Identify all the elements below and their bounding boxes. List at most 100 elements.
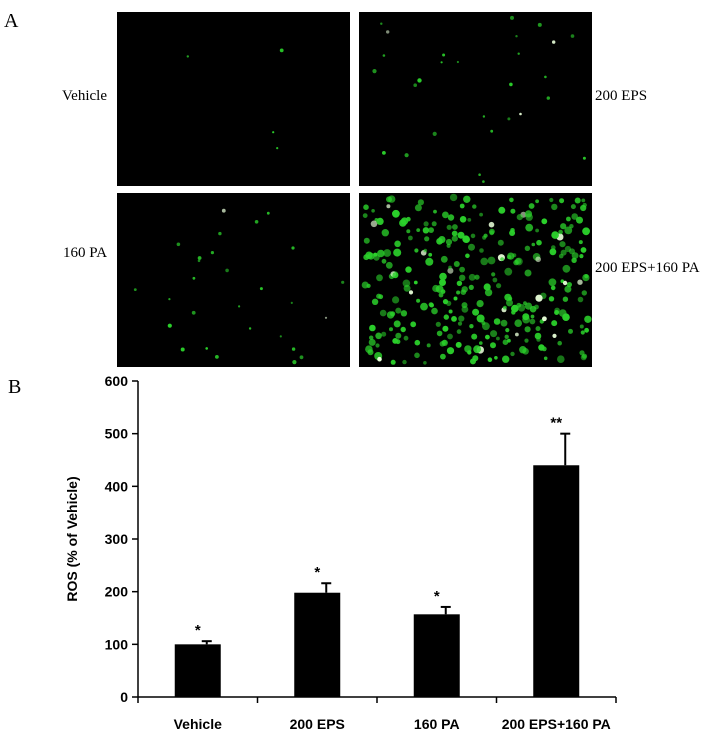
cell-dot: [393, 248, 402, 257]
cell-dot: [489, 228, 495, 235]
cell-dot: [519, 112, 522, 116]
y-tick-label: 500: [105, 426, 129, 442]
cell-dot: [472, 204, 477, 209]
cell-dot: [488, 221, 495, 228]
cell-dot: [416, 298, 421, 303]
cell-dot: [167, 323, 172, 328]
cell-dot: [413, 83, 417, 87]
cell-dot: [511, 304, 519, 313]
bar-1: [294, 592, 341, 697]
cell-dot: [551, 231, 559, 239]
micrograph-160-pa: [117, 193, 350, 367]
cell-dot: [509, 82, 513, 87]
cell-dot: [392, 296, 400, 304]
cell-dot: [507, 252, 515, 260]
y-tick-label: 100: [105, 636, 129, 652]
cell-dot: [580, 247, 587, 253]
cell-dot: [133, 288, 137, 291]
cell-dot: [448, 309, 453, 314]
cell-dot: [436, 330, 443, 337]
cell-dot: [522, 313, 530, 321]
cell-dot: [435, 321, 441, 327]
cell-dot: [461, 302, 468, 309]
cell-dot: [584, 274, 589, 279]
cell-dot: [562, 296, 569, 302]
cell-dot: [580, 204, 587, 212]
cell-dot: [503, 305, 507, 310]
cell-dot: [197, 259, 201, 263]
cell-dot: [449, 193, 458, 202]
cell-dot: [467, 218, 472, 222]
cell-dot: [476, 314, 485, 323]
cell-dot: [447, 267, 454, 274]
cell-dot: [582, 227, 590, 236]
cell-dot: [341, 280, 345, 284]
cell-dot: [429, 302, 434, 308]
cell-dot: [417, 199, 424, 206]
cell-dot: [459, 216, 467, 223]
y-axis-label: ROS (% of Vehicle): [64, 476, 80, 601]
x-tick-label-3: 200 EPS+160 PA: [502, 716, 611, 732]
cell-dot: [446, 347, 455, 355]
cell-dot: [458, 315, 465, 322]
micrograph-200-eps-160-pa: [359, 193, 592, 367]
cell-dot: [362, 213, 368, 218]
cell-dot: [423, 248, 428, 253]
bar-2: [413, 614, 460, 697]
cell-dot: [571, 257, 577, 263]
cell-dot: [431, 307, 438, 315]
cell-dot: [375, 332, 382, 340]
cell-dot: [549, 248, 557, 256]
cell-dot: [428, 252, 433, 257]
cell-dot: [292, 360, 297, 365]
cell-dot: [457, 321, 463, 326]
cell-dot: [535, 199, 539, 204]
cell-dot: [524, 326, 531, 333]
cell-dot: [448, 265, 452, 270]
cell-dot: [447, 333, 453, 340]
cell-dot: [504, 267, 513, 276]
cell-dot: [584, 315, 592, 323]
cell-dot: [468, 284, 474, 290]
cell-dot: [225, 268, 229, 273]
cell-dot: [535, 228, 539, 233]
cell-dot: [469, 324, 474, 329]
cell-dot: [451, 235, 458, 242]
cell-dot: [414, 339, 421, 346]
cell-dot: [180, 347, 185, 352]
cell-dot: [558, 229, 563, 235]
cell-dot: [524, 338, 529, 343]
cell-dot: [367, 349, 374, 356]
cell-dot: [254, 220, 259, 224]
cell-dot: [510, 208, 516, 214]
cell-dot: [259, 287, 263, 291]
cell-dot: [576, 216, 583, 224]
cell-dot: [369, 335, 374, 340]
cell-dot: [386, 30, 390, 34]
cell-dot: [524, 245, 531, 251]
cell-dot: [580, 330, 585, 335]
cell-dot: [272, 131, 275, 134]
cell-dot: [560, 223, 567, 230]
cell-dot: [579, 324, 584, 329]
x-tick-label-0: Vehicle: [174, 716, 222, 732]
cell-dot: [394, 240, 401, 248]
cell-dot: [536, 337, 541, 342]
cell-dot: [579, 254, 584, 259]
cell-dot: [324, 316, 328, 319]
micrograph-200-eps-160-pa-cells: [361, 193, 592, 365]
cell-dot: [442, 53, 446, 57]
cell-dot: [479, 212, 483, 217]
cell-dot: [456, 329, 462, 334]
cell-dot: [451, 316, 457, 322]
cell-dot: [516, 302, 522, 308]
cell-dot: [452, 224, 458, 230]
cell-dot: [168, 298, 171, 301]
cell-dot: [502, 355, 510, 363]
cell-dot: [496, 283, 502, 289]
cell-dot: [381, 331, 387, 337]
cell-dot: [379, 309, 387, 317]
cell-dot: [482, 115, 486, 118]
cell-dot: [550, 285, 556, 291]
cell-dot: [557, 340, 562, 346]
